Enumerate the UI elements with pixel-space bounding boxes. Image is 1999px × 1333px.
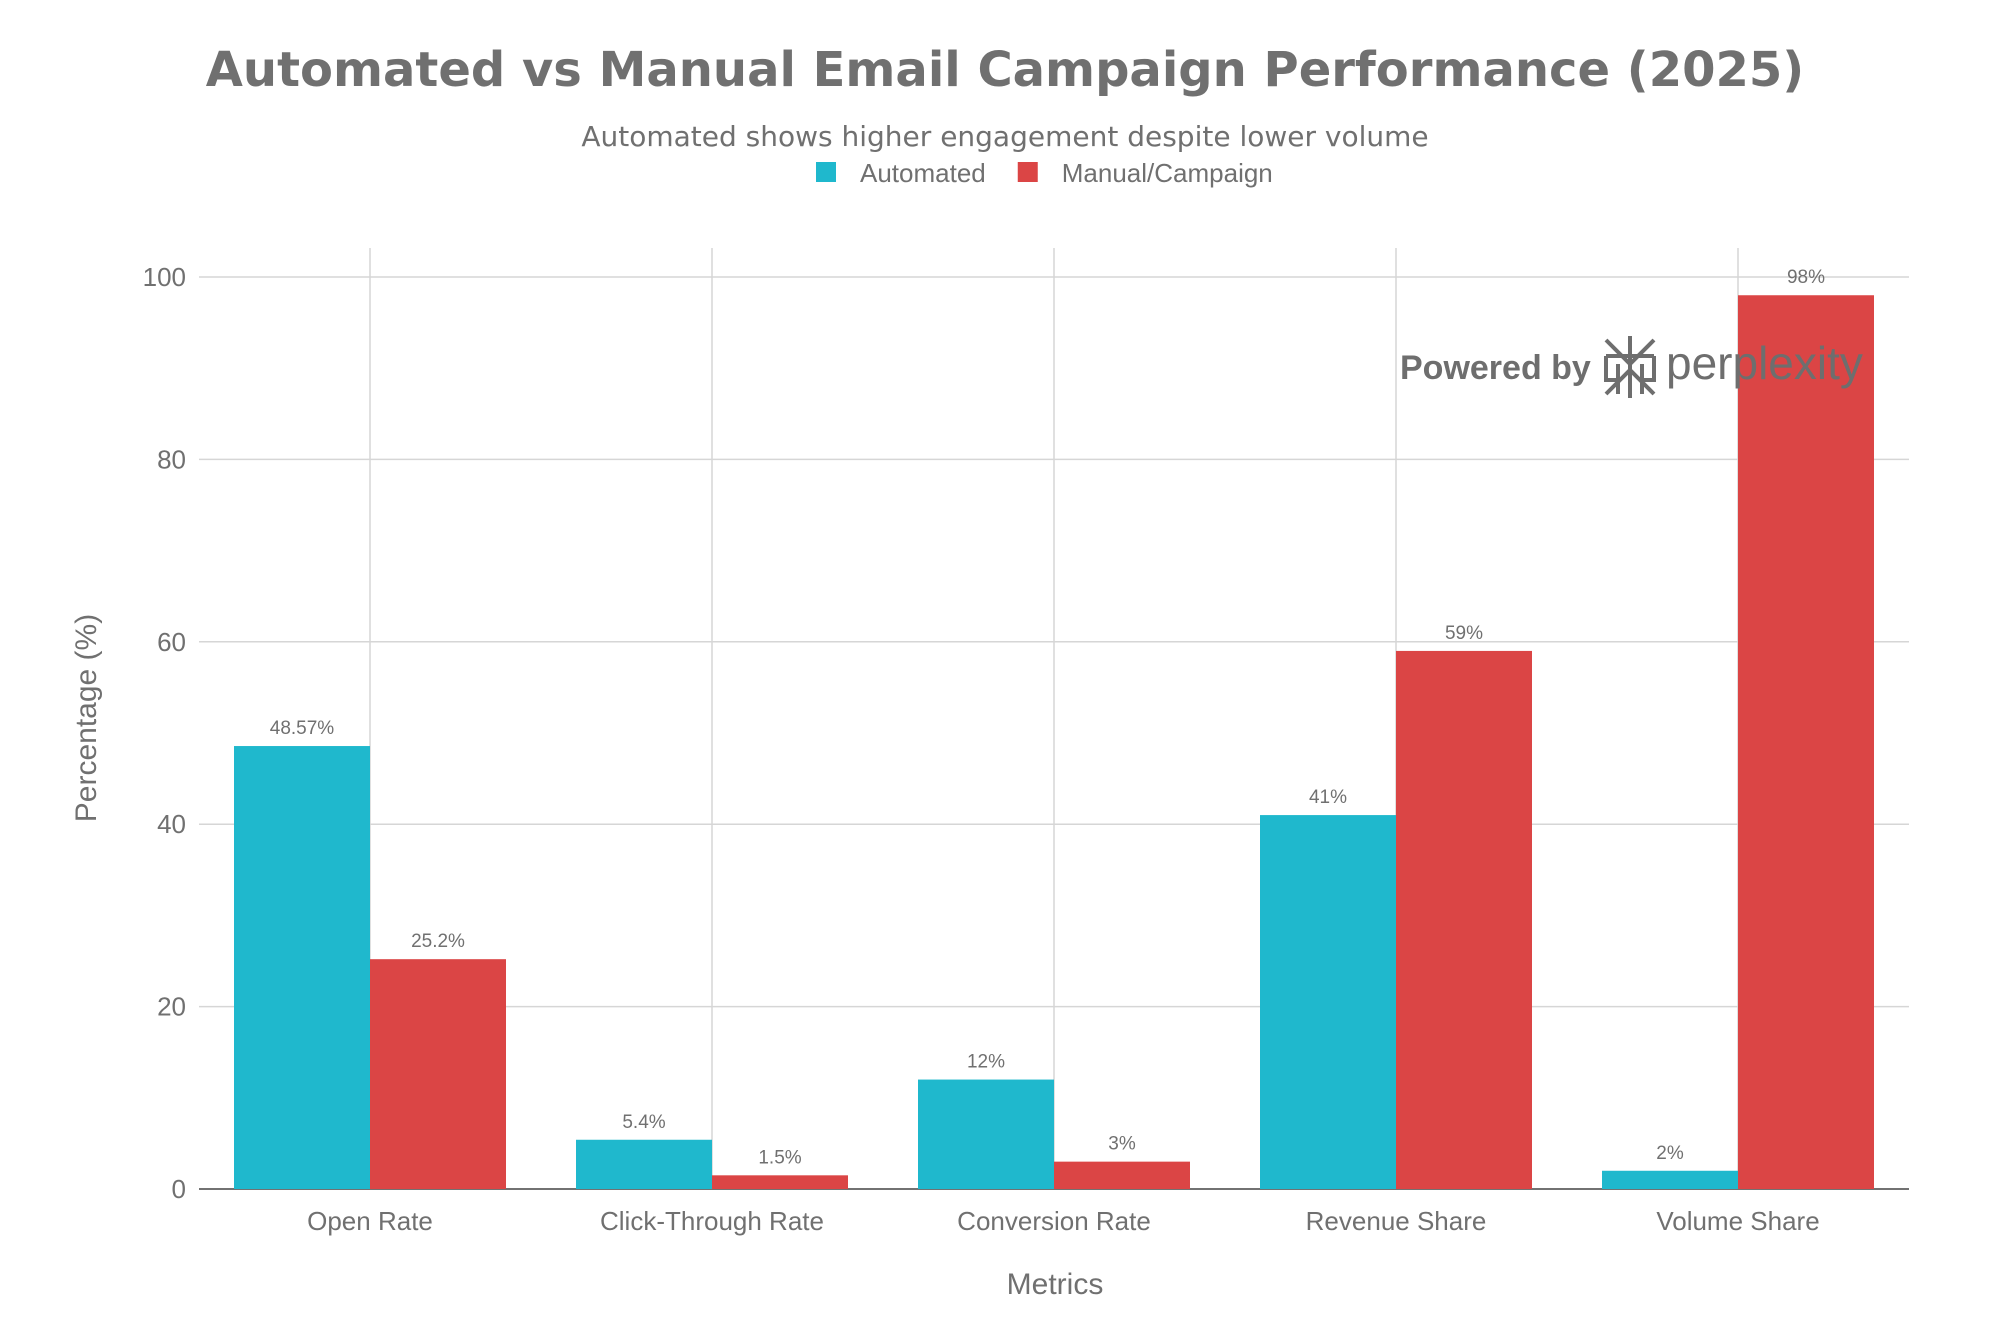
y-tick-label: 60 bbox=[157, 627, 186, 657]
watermark-text: Powered by bbox=[1400, 349, 1591, 387]
data-label: 59% bbox=[1445, 623, 1483, 644]
bar-manual-campaign-4 bbox=[1738, 295, 1874, 1189]
data-label: 3% bbox=[1108, 1134, 1136, 1155]
chart-subtitle: Automated shows higher engagement despit… bbox=[581, 120, 1428, 153]
bar-automated-3 bbox=[1260, 815, 1396, 1189]
axis-ticks: 0 20 40 60 80 100 Open Rate Click-Through Rate C… bbox=[143, 262, 1820, 1236]
chart-title: Automated vs Manual Email Campaign Perfo… bbox=[206, 42, 1804, 98]
data-label: 98% bbox=[1787, 267, 1825, 288]
data-label: 12% bbox=[967, 1052, 1005, 1073]
data-label: 2% bbox=[1656, 1143, 1684, 1164]
legend-swatch bbox=[1017, 162, 1038, 182]
data-label: 41% bbox=[1309, 787, 1347, 808]
legend: Automated Manual/Campaign bbox=[816, 158, 1273, 188]
data-labels: 48.57% 25.2% 5.4% 1.5% 12% 3% 41% 59% 2% 98% bbox=[270, 267, 1825, 1168]
bars bbox=[234, 295, 1874, 1189]
y-tick-label: 80 bbox=[157, 444, 186, 474]
data-label: 48.57% bbox=[270, 718, 335, 739]
legend-swatch bbox=[816, 162, 836, 182]
x-tick-label: Volume Share bbox=[1656, 1206, 1819, 1236]
x-tick-label: Open Rate bbox=[307, 1206, 433, 1236]
x-axis-label: Metrics bbox=[1007, 1268, 1104, 1301]
data-label: 5.4% bbox=[622, 1112, 665, 1133]
bar-automated-2 bbox=[918, 1079, 1054, 1189]
y-tick-label: 40 bbox=[157, 809, 186, 839]
data-label: 1.5% bbox=[758, 1147, 801, 1168]
bar-manual-campaign-1 bbox=[712, 1175, 848, 1189]
y-axis-label: Percentage (%) bbox=[70, 614, 103, 822]
bar-automated-4 bbox=[1602, 1170, 1738, 1189]
x-tick-label: Revenue Share bbox=[1306, 1206, 1487, 1236]
bar-manual-campaign-2 bbox=[1054, 1161, 1190, 1189]
y-tick-label: 20 bbox=[157, 992, 186, 1022]
x-tick-label: Conversion Rate bbox=[957, 1206, 1151, 1236]
watermark: Powered by perplexity bbox=[1400, 336, 1863, 398]
y-tick-label: 100 bbox=[143, 262, 186, 292]
watermark-brand: perplexity bbox=[1666, 337, 1863, 389]
bar-automated-1 bbox=[576, 1139, 712, 1189]
y-tick-label: 0 bbox=[172, 1174, 186, 1204]
bar-automated-0 bbox=[234, 746, 370, 1189]
legend-label: Manual/Campaign bbox=[1062, 158, 1273, 188]
bar-manual-campaign-3 bbox=[1396, 650, 1532, 1189]
x-tick-label: Click-Through Rate bbox=[600, 1206, 824, 1236]
data-label: 25.2% bbox=[411, 931, 465, 952]
legend-label: Automated bbox=[860, 158, 986, 188]
perplexity-logo-icon bbox=[1604, 336, 1656, 398]
bar-manual-campaign-0 bbox=[370, 959, 506, 1189]
